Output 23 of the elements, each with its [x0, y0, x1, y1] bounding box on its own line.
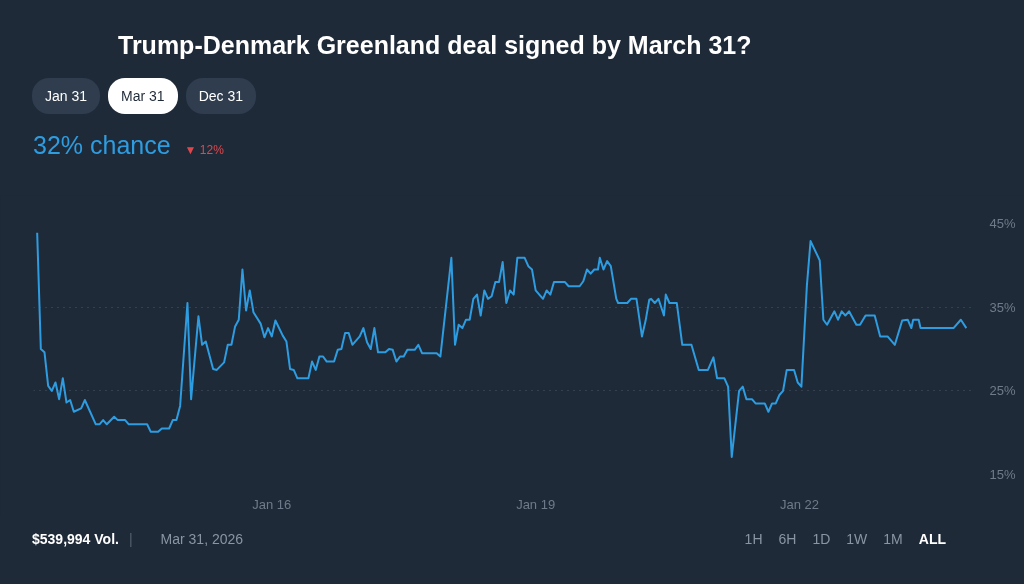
y-tick-label: 35%: [989, 299, 1016, 315]
text: 32% chance: [33, 131, 171, 159]
text: 1H: [744, 531, 763, 547]
text: 1D: [812, 531, 831, 547]
text: ▼ 12%: [184, 143, 224, 157]
text: $539,994 Vol.: [32, 531, 119, 547]
text: 1M: [883, 531, 903, 547]
text: 1W: [846, 531, 868, 547]
text: |: [128, 531, 133, 547]
y-tick-label: 15%: [989, 467, 1016, 482]
line-series: [36, 231, 968, 458]
y-tick-label: 45%: [989, 216, 1016, 231]
text: Mar 31: [108, 78, 178, 114]
text: Dec 31: [185, 78, 256, 114]
x-tick-label: Jan 19: [516, 496, 556, 512]
text: Jan 31: [32, 78, 101, 114]
text: Mar 31, 2026: [160, 531, 244, 547]
y-tick-label: 25%: [989, 383, 1016, 399]
x-tick-label: Jan 22: [780, 496, 820, 512]
text: ALL: [918, 531, 946, 547]
text: 6H: [778, 531, 797, 547]
x-tick-label: Jan 16: [252, 496, 292, 512]
chart-title: Trump-Denmark Greenland deal signed by March 31?: [117, 30, 752, 59]
